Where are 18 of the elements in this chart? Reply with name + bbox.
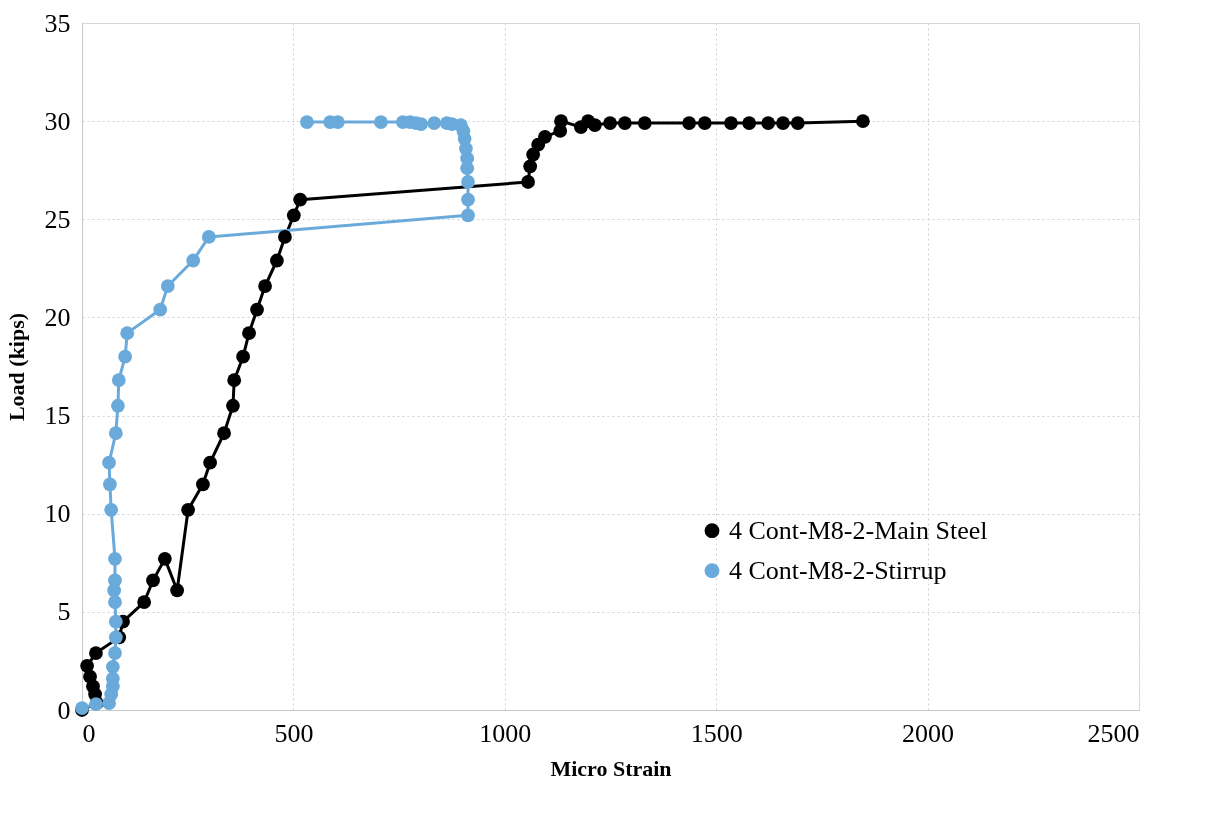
legend-label: 4 Cont-M8-2-Stirrup — [729, 555, 947, 585]
y-tick-label: 15 — [44, 401, 71, 431]
y-tick-label: 0 — [57, 695, 71, 725]
x-tick-label: 1500 — [690, 718, 743, 748]
x-tick-label: 500 — [274, 718, 314, 748]
x-tick-label: 0 — [82, 718, 96, 748]
y-tick-label: 5 — [57, 597, 71, 627]
x-tick-label: 2500 — [1087, 718, 1140, 748]
y-tick-label: 35 — [44, 8, 71, 38]
y-tick-label: 20 — [44, 302, 71, 332]
x-tick-label: 1000 — [479, 718, 532, 748]
y-tick-label: 25 — [44, 204, 71, 234]
x-axis-title: Micro Strain — [550, 755, 672, 781]
x-tick-label: 2000 — [902, 718, 955, 748]
legend-label: 4 Cont-M8-2-Main Steel — [729, 515, 988, 545]
y-tick-label: 10 — [44, 499, 71, 529]
y-axis-title: Load (kips) — [3, 312, 29, 422]
y-tick-label: 30 — [44, 106, 71, 136]
